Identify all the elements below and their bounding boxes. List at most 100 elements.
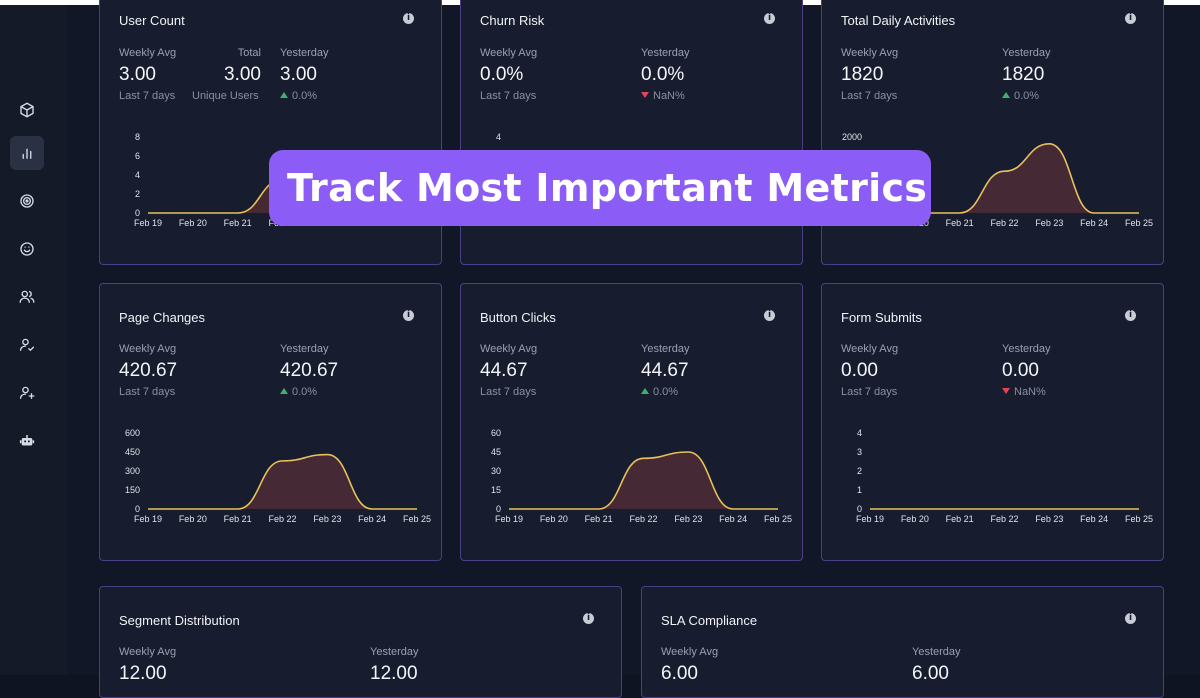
metric-yesterday: Yesterday 420.67 0.0%	[280, 343, 339, 398]
trend-down-icon	[641, 92, 649, 99]
metric-yesterday: Yesterday 1820 0.0%	[1002, 47, 1051, 102]
x-tick-label: Feb 19	[856, 514, 884, 524]
bar-chart-icon	[22, 148, 32, 159]
metric-yesterday: Yesterday 12.00	[370, 646, 419, 684]
sidebar-item-add-user[interactable]	[10, 376, 44, 410]
info-icon[interactable]: i	[403, 310, 414, 321]
metric-weekly-avg: Weekly Avg 420.67 Last 7 days	[119, 343, 178, 398]
y-tick-label: 150	[125, 485, 140, 495]
metric-yesterday: Yesterday 3.00 0.0%	[280, 47, 329, 102]
x-tick-label: Feb 23	[1035, 218, 1063, 228]
y-tick-label: 3	[857, 447, 862, 457]
trend-up-icon	[280, 92, 288, 99]
users-icon	[19, 290, 35, 303]
metric-card-page-changes: Page Changes i Weekly Avg 420.67 Last 7 …	[99, 283, 442, 561]
card-title: Form Submits	[841, 310, 922, 325]
sidebar-item-analytics[interactable]	[10, 136, 44, 170]
metric-card-button-clicks: Button Clicks i Weekly Avg 44.67 Last 7 …	[460, 283, 803, 561]
trend-up-icon	[1002, 92, 1010, 99]
metric-weekly-avg: Weekly Avg 12.00	[119, 646, 177, 684]
x-tick-label: Feb 23	[1035, 514, 1063, 524]
x-tick-label: Feb 24	[1080, 218, 1108, 228]
x-tick-label: Feb 20	[540, 514, 568, 524]
sidebar-item-products[interactable]	[10, 93, 44, 127]
metric-yesterday: Yesterday 44.67 0.0%	[641, 343, 690, 398]
y-tick-label: 60	[491, 428, 501, 438]
smiley-icon	[20, 242, 34, 256]
metric-total: Total 3.00 Unique Users	[192, 47, 261, 102]
series-area	[148, 454, 417, 509]
promo-banner: Track Most Important Metrics	[269, 150, 931, 226]
x-tick-label: Feb 24	[1080, 514, 1108, 524]
x-tick-label: Feb 21	[585, 514, 613, 524]
info-icon[interactable]: i	[583, 613, 594, 624]
x-tick-label: Feb 22	[990, 218, 1018, 228]
sidebar-item-users[interactable]	[10, 280, 44, 314]
x-tick-label: Feb 19	[134, 514, 162, 524]
info-icon[interactable]: i	[1125, 613, 1136, 624]
y-tick-label: 15	[491, 485, 501, 495]
sidebar-item-verified-users[interactable]	[10, 328, 44, 362]
y-tick-label: 0	[135, 504, 140, 514]
x-tick-label: Feb 20	[179, 514, 207, 524]
metric-yesterday: Yesterday 0.0% NaN%	[641, 47, 690, 102]
trend-up-icon	[280, 388, 288, 395]
series-area	[509, 452, 778, 509]
info-icon[interactable]: i	[1125, 310, 1136, 321]
card-title: Button Clicks	[480, 310, 556, 325]
series-line	[148, 453, 417, 510]
trend-down-icon	[1002, 388, 1010, 395]
metric-card-total-daily-activities: Total Daily Activities i Weekly Avg 1820…	[821, 0, 1164, 265]
user-check-icon	[19, 338, 35, 351]
y-tick-label: 0	[496, 504, 501, 514]
x-tick-label: Feb 24	[358, 514, 386, 524]
user-plus-icon	[19, 386, 35, 399]
x-tick-label: Feb 24	[719, 514, 747, 524]
metric-card-sla-compliance: SLA Compliance i Weekly Avg 6.00 Yesterd…	[641, 586, 1164, 698]
x-tick-label: Feb 20	[179, 218, 207, 228]
y-tick-label: 0	[857, 504, 862, 514]
y-tick-label: 300	[125, 466, 140, 476]
metric-yesterday: Yesterday 6.00	[912, 646, 961, 684]
x-tick-label: Feb 20	[901, 514, 929, 524]
metric-weekly-avg: Weekly Avg 3.00 Last 7 days	[119, 47, 177, 102]
metric-card-form-submits: Form Submits i Weekly Avg 0.00 Last 7 da…	[821, 283, 1164, 561]
info-icon[interactable]: i	[764, 310, 775, 321]
x-tick-label: Feb 25	[1125, 514, 1153, 524]
metric-weekly-avg: Weekly Avg 0.00 Last 7 days	[841, 343, 899, 398]
card-title: Segment Distribution	[119, 613, 240, 628]
trend-up-icon	[641, 388, 649, 395]
info-icon[interactable]: i	[764, 13, 775, 24]
sidebar-item-bots[interactable]	[10, 424, 44, 458]
x-tick-label: Feb 23	[313, 514, 341, 524]
robot-icon	[19, 435, 35, 446]
x-tick-label: Feb 22	[268, 514, 296, 524]
metric-weekly-avg: Weekly Avg 6.00	[661, 646, 719, 684]
info-icon[interactable]: i	[403, 13, 414, 24]
y-tick-label: 6	[135, 151, 140, 161]
y-tick-label: 2	[135, 189, 140, 199]
card-title: User Count	[119, 13, 185, 28]
card-title: Page Changes	[119, 310, 206, 325]
sidebar-item-goals[interactable]	[10, 184, 44, 218]
x-tick-label: Feb 22	[629, 514, 657, 524]
info-icon[interactable]: i	[1125, 13, 1136, 24]
x-tick-label: Feb 19	[495, 514, 523, 524]
x-tick-label: Feb 21	[224, 218, 252, 228]
y-tick-label: 600	[125, 428, 140, 438]
target-icon	[20, 194, 34, 208]
y-tick-label: 4	[135, 170, 140, 180]
metric-weekly-avg: Weekly Avg 44.67 Last 7 days	[480, 343, 538, 398]
x-tick-label: Feb 22	[990, 514, 1018, 524]
card-title: Total Daily Activities	[841, 13, 956, 28]
y-tick-label: 4	[857, 428, 862, 438]
x-tick-label: Feb 23	[674, 514, 702, 524]
x-tick-label: Feb 21	[946, 218, 974, 228]
metric-weekly-avg: Weekly Avg 0.0% Last 7 days	[480, 47, 538, 102]
y-tick-label: 8	[135, 132, 140, 142]
sidebar-item-feedback[interactable]	[10, 232, 44, 266]
series-area	[870, 143, 1139, 213]
x-tick-label: Feb 19	[134, 218, 162, 228]
